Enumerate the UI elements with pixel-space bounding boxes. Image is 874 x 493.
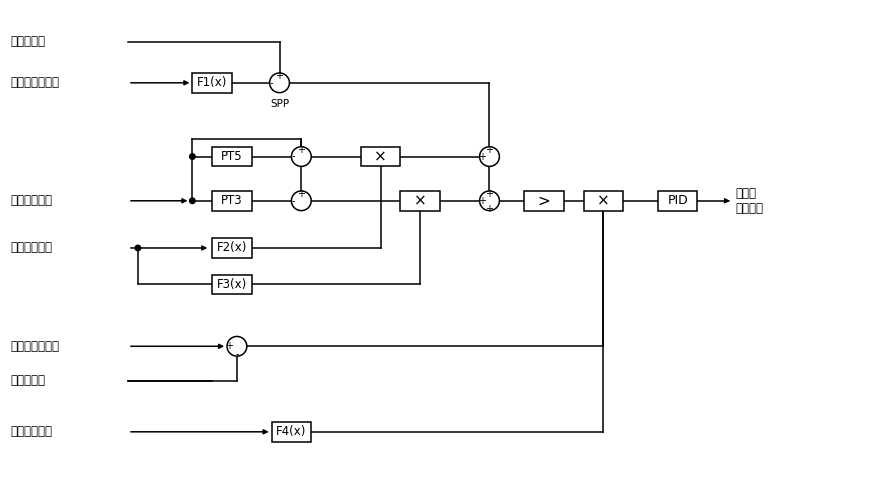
Text: +: +	[485, 204, 494, 213]
Circle shape	[227, 336, 246, 356]
Text: -: -	[235, 349, 239, 359]
Text: 壁温高选值: 壁温高选值	[10, 35, 45, 48]
Bar	[212, 238, 252, 258]
Bar	[212, 275, 252, 294]
Text: +: +	[275, 71, 283, 81]
Text: 减温器后温度: 减温器后温度	[10, 194, 52, 207]
Text: ×: ×	[597, 193, 610, 208]
Text: +: +	[477, 196, 486, 206]
Text: +: +	[297, 189, 305, 199]
Text: PID: PID	[668, 194, 688, 207]
Text: +: +	[477, 151, 486, 162]
Bar	[212, 191, 252, 211]
Circle shape	[190, 198, 195, 204]
Text: ×: ×	[374, 149, 387, 164]
Text: ×: ×	[413, 193, 427, 208]
Text: 过热器出口温度: 过热器出口温度	[10, 340, 59, 353]
Text: >: >	[538, 193, 551, 208]
Circle shape	[269, 73, 289, 93]
Circle shape	[135, 245, 141, 251]
Text: F4(x): F4(x)	[276, 425, 307, 438]
Text: -: -	[292, 196, 295, 206]
Text: -: -	[270, 78, 274, 88]
Bar	[658, 191, 697, 211]
Text: 过热器出口压力: 过热器出口压力	[10, 76, 59, 89]
Text: F2(x): F2(x)	[217, 242, 247, 254]
Bar	[361, 147, 400, 166]
Circle shape	[291, 147, 311, 166]
Text: 机组负荷指令: 机组负荷指令	[10, 425, 52, 438]
Text: 减温水
调门指令: 减温水 调门指令	[735, 187, 763, 215]
Circle shape	[480, 147, 499, 166]
Circle shape	[291, 191, 311, 211]
Text: -: -	[292, 151, 295, 162]
Text: +: +	[297, 144, 305, 155]
Text: +: +	[485, 144, 494, 155]
Text: F1(x): F1(x)	[197, 76, 227, 89]
Circle shape	[480, 191, 499, 211]
Bar	[272, 422, 311, 442]
Bar	[400, 191, 440, 211]
Text: 汽温设定值: 汽温设定值	[10, 374, 45, 387]
Bar	[584, 191, 623, 211]
Text: SPP: SPP	[270, 99, 289, 108]
Text: F3(x): F3(x)	[217, 278, 247, 291]
Text: PT3: PT3	[221, 194, 243, 207]
Text: +: +	[225, 341, 233, 352]
Text: +: +	[485, 189, 494, 199]
Bar	[192, 73, 232, 93]
Text: PT5: PT5	[221, 150, 243, 163]
Bar	[524, 191, 564, 211]
Text: 机组负荷指令: 机组负荷指令	[10, 242, 52, 254]
Bar	[212, 147, 252, 166]
Circle shape	[190, 154, 195, 159]
